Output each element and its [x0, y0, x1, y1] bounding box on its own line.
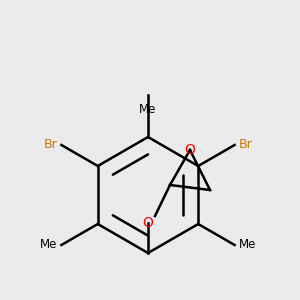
Text: Br: Br — [44, 139, 57, 152]
Text: Me: Me — [139, 103, 157, 116]
Text: O: O — [142, 216, 153, 230]
Text: Me: Me — [40, 238, 57, 251]
Text: Br: Br — [238, 139, 252, 152]
Text: Me: Me — [238, 238, 256, 251]
Text: O: O — [184, 143, 195, 157]
